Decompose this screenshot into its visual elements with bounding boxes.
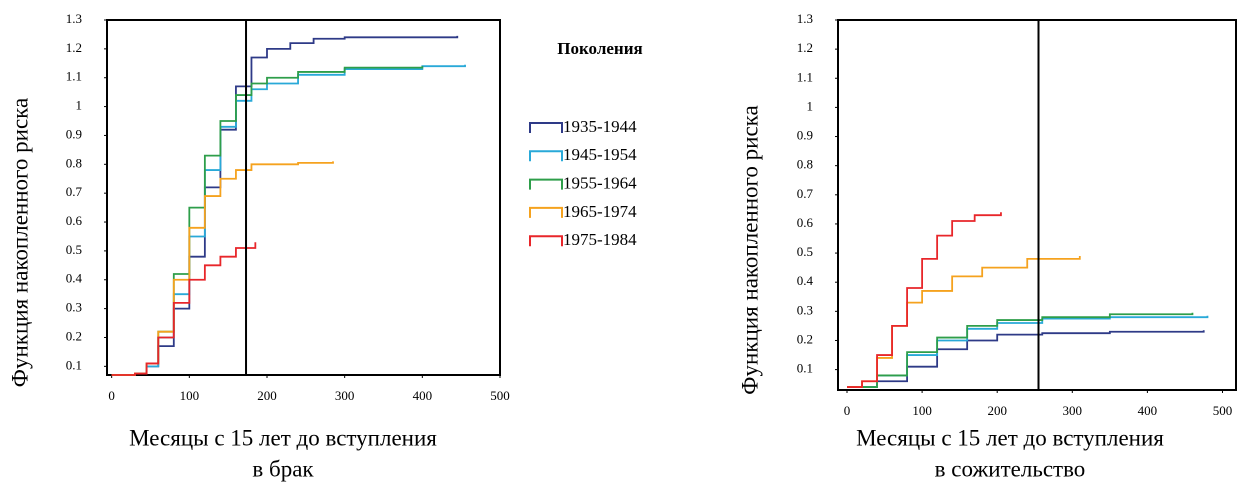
y-tick-label: 0.1 — [797, 361, 813, 376]
y-tick-label: 0.3 — [66, 300, 82, 315]
y-tick-label: 0.6 — [66, 213, 83, 228]
y-tick-label: 1.3 — [797, 11, 813, 26]
x-tick-label: 0 — [844, 403, 851, 418]
y-tick-label: 0.1 — [66, 357, 82, 372]
x-tick-label: 400 — [413, 388, 433, 403]
y-tick-label: 0.9 — [797, 128, 813, 143]
series-line — [111, 161, 334, 376]
plot-frame — [837, 19, 1237, 391]
series-line — [111, 66, 424, 376]
y-tick-label: 0.8 — [66, 155, 82, 170]
series-line — [847, 255, 1081, 388]
y-tick-label: 0.6 — [797, 215, 814, 230]
y-tick-label: 0.5 — [797, 244, 813, 259]
x-tick-label: 500 — [490, 388, 510, 403]
y-tick-label: 0.9 — [66, 126, 82, 141]
x-tick-label: 300 — [335, 388, 355, 403]
legend-label: 1935-1944 — [563, 117, 637, 136]
x-axis-label: Месяцы с 15 лет до вступления — [129, 425, 437, 450]
y-axis-label: Функция накопленного риска — [737, 105, 762, 394]
x-tick-label: 200 — [257, 388, 277, 403]
y-tick-label: 0.2 — [797, 331, 813, 346]
x-tick-label: 100 — [180, 388, 200, 403]
legend-marker — [529, 206, 563, 218]
legend-marker — [529, 122, 563, 133]
y-tick-label: 1.1 — [797, 69, 813, 84]
y-tick-label: 1.2 — [66, 40, 82, 55]
series-line — [847, 312, 1194, 388]
y-tick-label: 1 — [76, 98, 83, 113]
series-line — [111, 242, 257, 376]
legend-label: 1965-1974 — [563, 202, 637, 221]
x-tick-label: 200 — [987, 403, 1007, 418]
x-axis-label: Месяцы с 15 лет до вступления — [856, 425, 1164, 450]
x-tick-label: 400 — [1138, 403, 1158, 418]
plot-frame — [106, 19, 501, 376]
x-tick-label: 300 — [1063, 403, 1083, 418]
x-tick-label: 0 — [108, 388, 115, 403]
legend-label: 1945-1954 — [563, 145, 637, 164]
y-tick-label: 0.4 — [797, 273, 814, 288]
legend-label: 1955-1964 — [563, 174, 637, 193]
y-tick-label: 0.7 — [66, 184, 83, 199]
y-tick-label: 0.4 — [66, 271, 83, 286]
y-tick-label: 0.8 — [797, 157, 813, 172]
y-tick-label: 1 — [807, 98, 814, 113]
x-tick-label: 500 — [1213, 403, 1233, 418]
y-tick-label: 1.3 — [66, 11, 82, 26]
legend-label: 1975-1984 — [563, 230, 637, 249]
legend-marker — [529, 150, 563, 162]
y-tick-label: 0.5 — [66, 242, 82, 257]
y-axis-label: Функция накопленного риска — [7, 98, 32, 387]
series-line — [111, 64, 466, 376]
y-tick-label: 0.7 — [797, 186, 814, 201]
legend-marker — [529, 178, 563, 190]
y-tick-label: 0.3 — [797, 302, 813, 317]
y-tick-label: 0.2 — [66, 328, 82, 343]
y-tick-label: 1.2 — [797, 40, 813, 55]
legend-marker — [529, 235, 563, 247]
legend-title: Поколения — [557, 39, 642, 58]
series-line — [847, 330, 1205, 388]
series-line — [847, 212, 1002, 388]
x-axis-label: в брак — [252, 456, 314, 481]
series-line — [111, 35, 459, 376]
x-tick-label: 100 — [912, 403, 932, 418]
x-axis-label: в сожительство — [935, 456, 1086, 481]
y-tick-label: 1.1 — [66, 69, 82, 84]
